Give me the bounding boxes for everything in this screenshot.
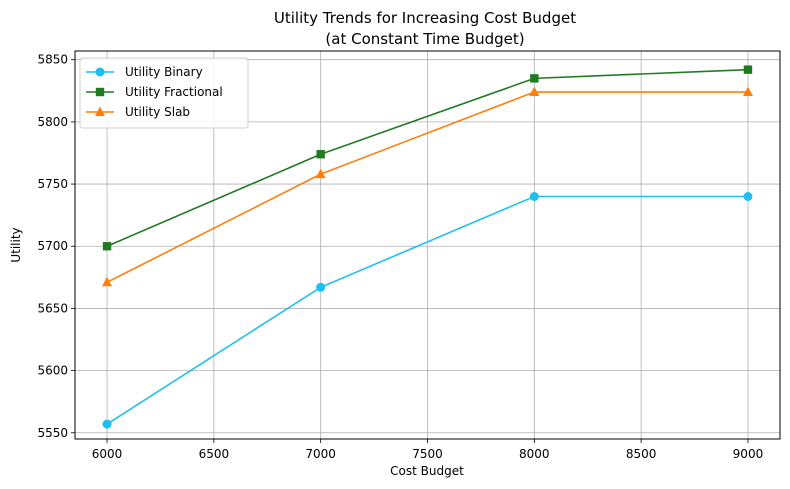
x-tick-label: 7500 [412,447,443,461]
y-tick-label: 5550 [37,426,68,440]
legend-marker [95,67,105,77]
data-point [529,192,539,201]
legend-entry: Utility Slab [86,105,190,119]
legend-marker [95,87,105,97]
series-line [106,91,748,284]
series-utility-slab [102,86,753,287]
series-line [106,68,748,247]
legend-label: Utility Fractional [125,85,223,99]
data-point [529,86,540,97]
legend-marker [95,106,105,116]
data-point [743,65,753,74]
x-tick-label: 6000 [92,447,123,461]
y-tick-label: 5750 [37,177,68,191]
x-tick-label: 8000 [519,447,550,461]
legend-entry: Utility Binary [86,65,203,79]
data-point [102,419,112,429]
data-point [742,86,753,97]
data-point [316,282,326,292]
x-tick-label: 7000 [305,447,336,461]
legend-entry: Utility Fractional [86,85,223,99]
x-tick-label: 8500 [626,447,657,461]
y-tick-label: 5650 [37,301,68,315]
data-point [743,192,753,201]
series-line [106,195,748,425]
series-utility-fractional [102,65,753,251]
chart-title-line2: (at Constant Time Budget) [325,30,524,48]
data-point [316,150,325,159]
y-tick-label: 5600 [37,364,68,378]
legend: Utility Binary Utility Fractional Utility … [79,57,249,129]
data-point [530,74,539,83]
y-tick-label: 5700 [37,239,68,253]
series-group [102,65,753,429]
data-point [315,168,326,179]
axis-ticks: 6000 6500 7000 7500 8000 8500 9000 5550 5600 5650… [37,53,763,461]
data-point [102,242,112,251]
legend-label: Utility Slab [125,105,190,119]
x-tick-label: 6500 [199,447,230,461]
x-tick-label: 9000 [733,447,764,461]
y-axis-label: Utility [9,227,23,262]
y-tick-label: 5800 [37,115,68,129]
chart-title-line1: Utility Trends for Increasing Cost Budge… [274,9,576,27]
legend-box [79,57,249,129]
legend-label: Utility Binary [125,65,203,79]
series-utility-binary [102,192,753,429]
data-point [102,276,113,287]
y-tick-label: 5850 [37,53,68,67]
x-axis-label: Cost Budget [390,464,464,478]
grid-lines [75,51,780,439]
